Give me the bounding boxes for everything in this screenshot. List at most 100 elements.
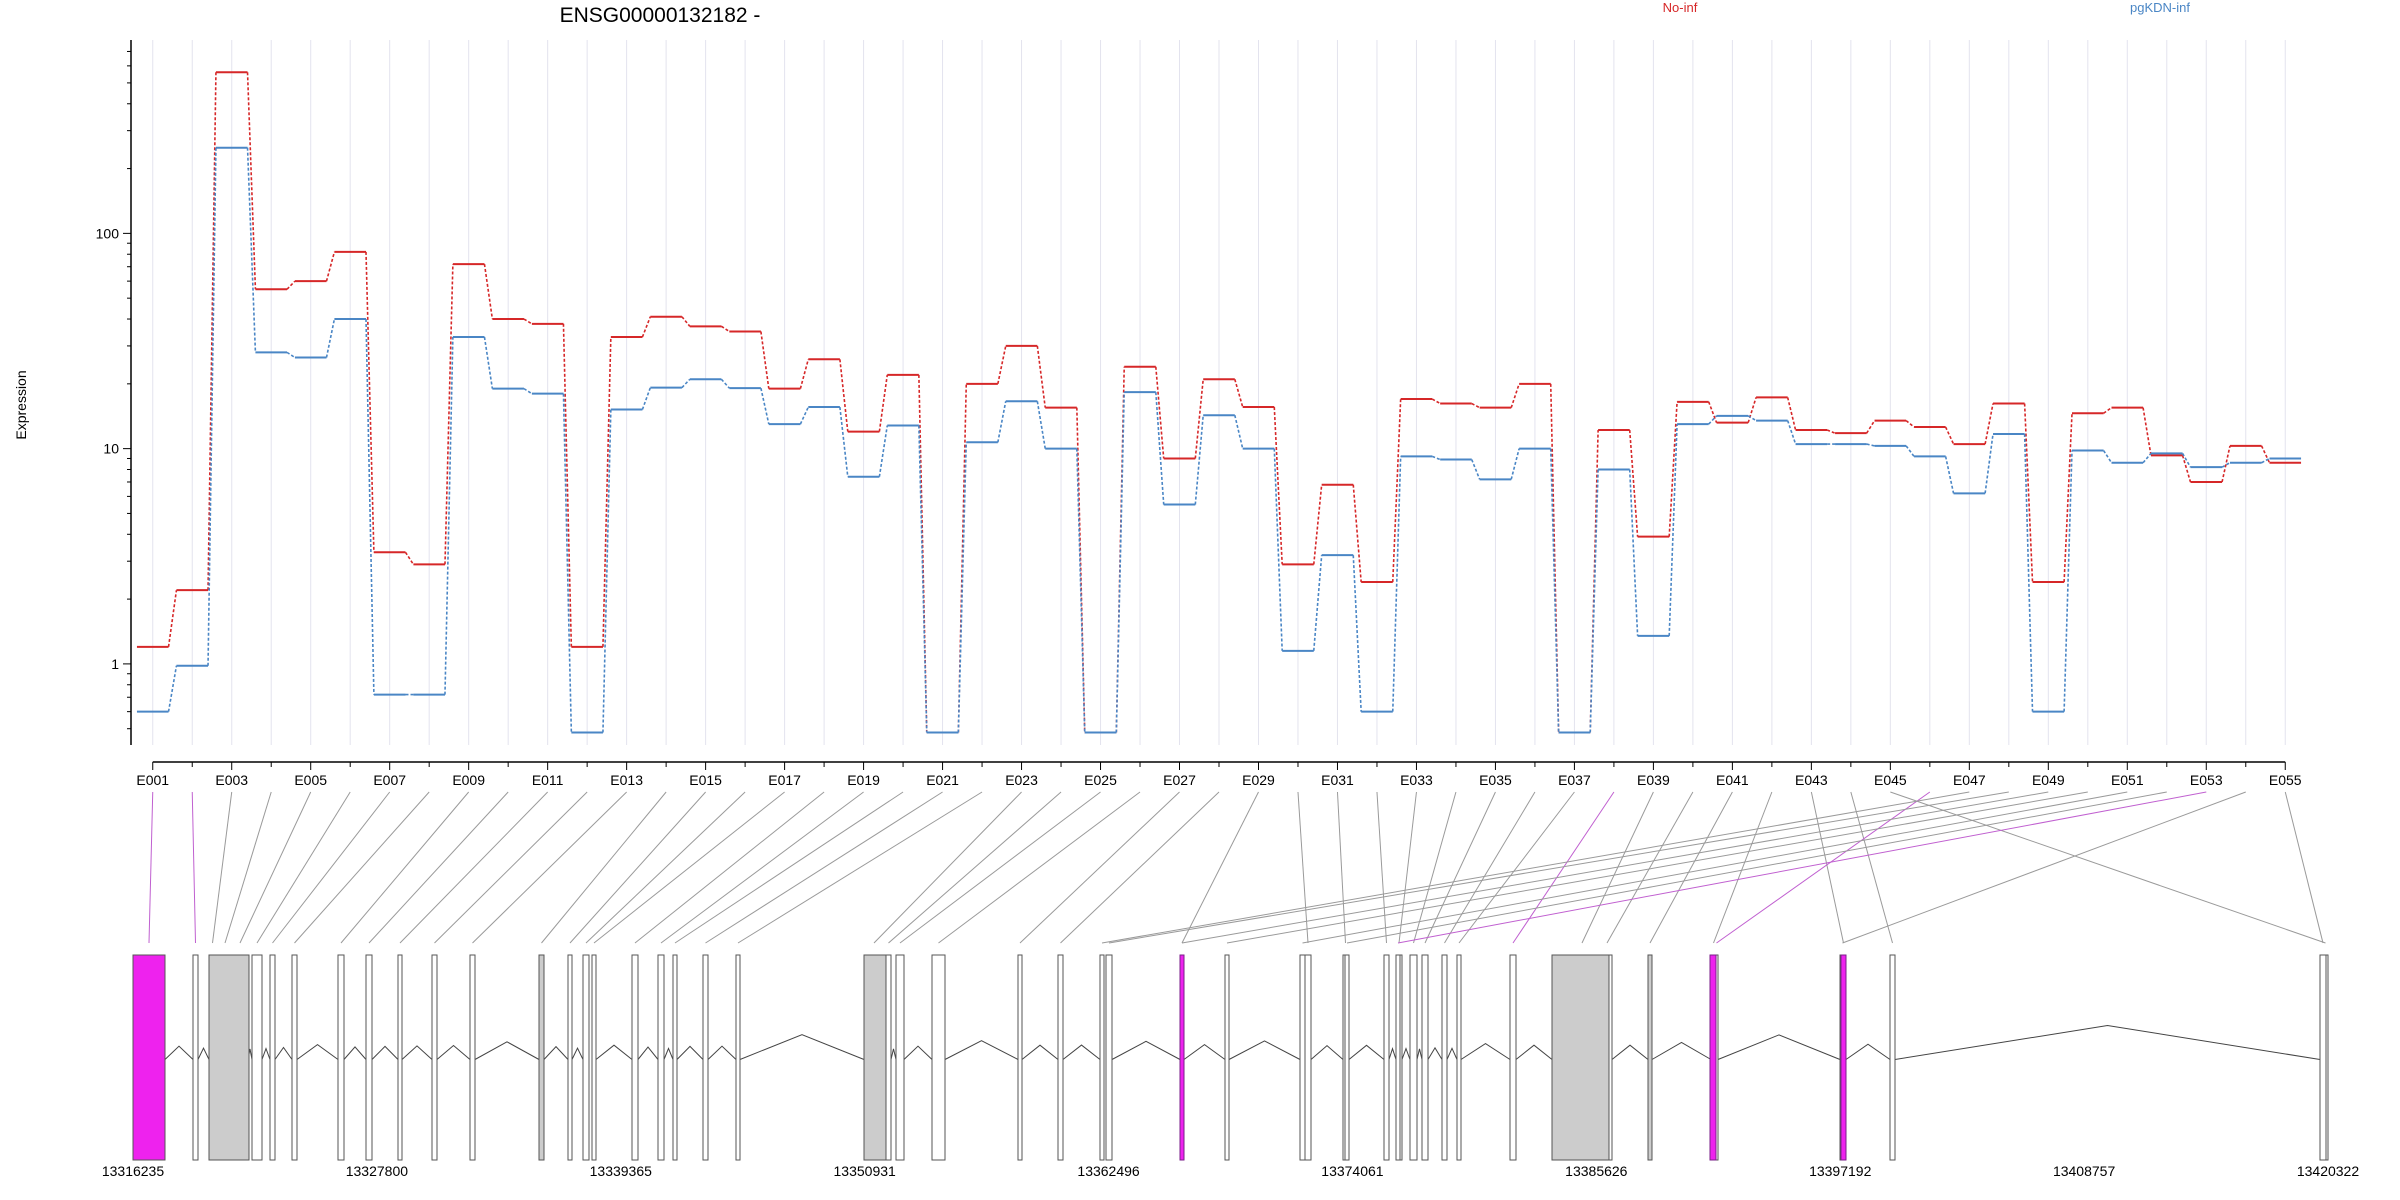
x-tick-label: E009 [452, 772, 485, 788]
exon-connector [1398, 791, 1417, 944]
exon-connector [1444, 791, 1536, 944]
exon-box [365, 954, 373, 1161]
exon-box [1304, 954, 1312, 1161]
x-tick-label: E053 [2190, 772, 2223, 788]
exon-box [631, 954, 639, 1161]
series-connector [2221, 445, 2231, 483]
series-connector [523, 318, 533, 325]
exon-connector [593, 791, 785, 944]
intron [1717, 1034, 1841, 1060]
intron [1111, 1040, 1181, 1060]
x-tick-label: E013 [610, 772, 643, 788]
exon-box [1099, 954, 1105, 1161]
intron [401, 1045, 433, 1060]
exon-box [1017, 954, 1023, 1161]
series-connector [1391, 398, 1402, 583]
series-connector [681, 378, 691, 389]
exon-connector [191, 791, 196, 944]
intron [164, 1045, 194, 1060]
series-connector [918, 374, 928, 733]
exon-connector [434, 791, 588, 944]
intron [1401, 1047, 1411, 1060]
x-tick-label: E031 [1321, 772, 1354, 788]
exon-connector [1649, 791, 1733, 944]
intron [343, 1046, 367, 1060]
x-tick-label: E001 [136, 772, 169, 788]
intron [1021, 1044, 1059, 1060]
x-tick-label: E017 [768, 772, 801, 788]
exon-box [251, 954, 263, 1161]
exon-connector [340, 791, 470, 944]
coordinate-label: 13316235 [102, 1163, 165, 1179]
exon-connector [294, 791, 430, 944]
exon-connector [399, 791, 549, 944]
exon-box [538, 954, 545, 1161]
exon-box [1299, 954, 1306, 1161]
exon-connector [634, 791, 825, 944]
series-connector [1984, 403, 1994, 445]
series-connector [1470, 459, 1481, 480]
coordinate-label: 13350931 [834, 1163, 897, 1179]
series-connector [1115, 392, 1126, 733]
exon-connector [1297, 791, 1309, 944]
series-connector [602, 409, 612, 733]
exon-box [1421, 954, 1429, 1161]
series-connector [444, 336, 454, 695]
series-connector [167, 665, 178, 712]
exon-connector [1226, 791, 2088, 944]
series-connector [207, 147, 217, 666]
x-tick-label: E021 [926, 772, 959, 788]
grid-lines [152, 40, 2286, 745]
exon-connector [239, 791, 312, 944]
intron [1062, 1044, 1101, 1060]
intron [1894, 1024, 2321, 1060]
exon-box [1395, 954, 1401, 1161]
exon-box [2319, 954, 2327, 1161]
series-connector [839, 406, 849, 477]
series-connector [1352, 555, 1362, 712]
series-connector [444, 264, 454, 565]
series-connector [2261, 457, 2270, 464]
x-tick-label: E025 [1084, 772, 1117, 788]
series-No-inf [136, 71, 2302, 734]
x-tick-label: E023 [1005, 772, 1038, 788]
series-connector [997, 345, 1007, 384]
series-connector [799, 359, 810, 389]
exon-connector [1336, 791, 1346, 944]
exon-connector [1108, 791, 2009, 944]
exon-box [1057, 954, 1064, 1161]
series-connector [1865, 420, 1876, 434]
series-connector [1707, 401, 1718, 423]
intron [1515, 1044, 1553, 1060]
series-connector [1076, 448, 1086, 733]
exon-connector [705, 791, 943, 944]
series-connector [1628, 429, 1639, 537]
series-connector [720, 325, 730, 333]
series-connector [325, 318, 336, 358]
intron [1427, 1046, 1443, 1060]
intron [890, 1048, 897, 1060]
series-connector [1747, 397, 1757, 423]
exon-connector [737, 791, 983, 944]
series-connector [1036, 345, 1047, 408]
exon-box [1509, 954, 1517, 1161]
series-connector [1234, 415, 1244, 449]
intron [595, 1044, 633, 1060]
series-connector [1905, 445, 1915, 457]
x-tick-label: E035 [1479, 772, 1512, 788]
coordinate-label: 13327800 [346, 1163, 409, 1179]
exon-connector [1346, 791, 2167, 944]
x-tick-label: E051 [2111, 772, 2144, 788]
series-connector [365, 319, 375, 695]
exon-box [469, 954, 476, 1161]
intron [371, 1045, 399, 1060]
coordinate-label: 13374061 [1321, 1163, 1384, 1179]
series-connector [1866, 443, 1875, 447]
exon-connector [660, 791, 864, 944]
series-lines [136, 71, 2302, 734]
exon-connector [674, 791, 904, 944]
series-connector [1431, 398, 1441, 405]
exon-box [397, 954, 403, 1161]
series-connector [641, 387, 652, 410]
